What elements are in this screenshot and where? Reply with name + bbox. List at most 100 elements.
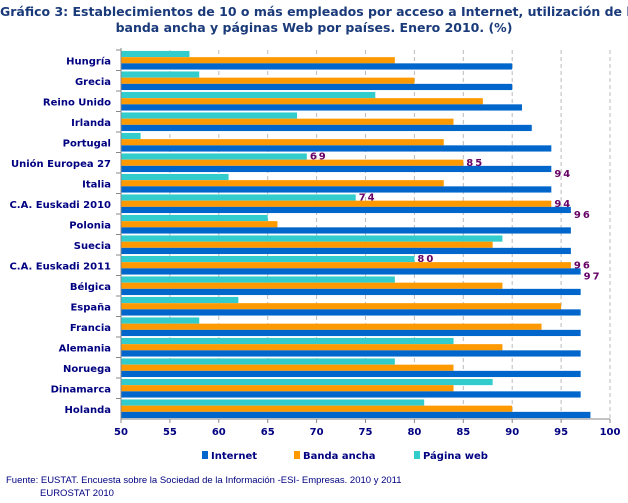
x-tick-label: 80: [407, 427, 421, 438]
bar-internet: [121, 309, 581, 316]
y-category-label: C.A. Euskadi 2010: [9, 200, 111, 211]
y-category-label: Bélgica: [70, 281, 111, 293]
y-category-label: Alemania: [59, 343, 111, 354]
bar-banda-ancha: [121, 57, 395, 64]
legend-label: Página web: [423, 450, 488, 462]
bar-pagina-web: [121, 276, 395, 283]
bar-banda-ancha: [121, 200, 552, 207]
legend-swatch: [294, 451, 300, 459]
bar-pagina-web: [121, 337, 454, 345]
bar-internet: [121, 370, 581, 378]
legend-label: Internet: [211, 451, 257, 462]
y-category-label: Unión Europea 27: [11, 158, 111, 170]
bar-pagina-web: [121, 71, 200, 78]
bar-banda-ancha: [121, 405, 513, 412]
y-category-label: Dinamarca: [51, 384, 111, 395]
source-line-2: EUROSTAT 2010: [40, 488, 114, 499]
y-category-label: Polonia: [69, 220, 111, 231]
x-tick-label: 55: [163, 427, 177, 438]
bar-pagina-web: [121, 255, 415, 263]
data-label: 96: [574, 210, 592, 221]
x-tick-label: 70: [310, 427, 324, 438]
bar-banda-ancha: [121, 323, 542, 330]
bar-pagina-web: [121, 214, 268, 222]
bar-internet: [121, 247, 571, 255]
y-category-label: España: [70, 302, 111, 313]
x-tick-label: 50: [114, 427, 128, 438]
bar-banda-ancha: [121, 241, 493, 248]
source-line-1: Fuente: EUSTAT. Encuesta sobre la Socied…: [6, 475, 402, 486]
bar-banda-ancha: [121, 282, 503, 289]
data-label: 74: [359, 193, 377, 204]
x-tick-label: 65: [261, 427, 275, 438]
bar-internet: [121, 350, 581, 357]
bar-banda-ancha: [121, 262, 571, 269]
bar-internet: [121, 329, 581, 337]
x-tick-label: 75: [359, 427, 373, 438]
bar-internet: [121, 165, 552, 173]
bar-internet: [121, 186, 552, 193]
bar-internet: [121, 206, 571, 214]
bar-internet: [121, 288, 581, 296]
bar-internet: [121, 83, 513, 91]
source-note: Fuente: EUSTAT. Encuesta sobre la Socied…: [6, 474, 402, 500]
bar-banda-ancha: [121, 118, 454, 125]
bar-pagina-web: [121, 173, 229, 181]
bar-internet: [121, 124, 532, 132]
bar-internet: [121, 391, 581, 398]
bar-banda-ancha: [121, 77, 415, 84]
data-label: 69: [310, 152, 328, 163]
bar-pagina-web: [121, 132, 141, 140]
x-tick-label: 85: [456, 427, 470, 438]
y-category-label: Suecia: [74, 241, 111, 252]
bar-banda-ancha: [121, 180, 444, 187]
x-tick-label: 60: [212, 427, 226, 438]
y-category-label: Italia: [82, 179, 111, 190]
bar-pagina-web: [121, 91, 376, 99]
bar-internet: [121, 145, 552, 152]
y-category-label: Portugal: [63, 138, 111, 149]
bar-pagina-web: [121, 194, 356, 201]
data-label: 97: [584, 272, 602, 283]
bar-pagina-web: [121, 235, 503, 242]
y-category-label: Noruega: [63, 364, 111, 375]
bar-banda-ancha: [121, 385, 454, 392]
bar-banda-ancha: [121, 98, 483, 105]
y-category-label: Reino Unido: [43, 97, 111, 108]
y-category-label: Holanda: [65, 405, 111, 416]
x-tick-label: 95: [554, 427, 568, 438]
data-label: 96: [574, 260, 592, 271]
x-tick-label: 100: [600, 427, 621, 438]
bar-banda-ancha: [121, 364, 454, 371]
title-line-1: Gráfico 3: Establecimientos de 10 o más …: [0, 4, 628, 19]
y-category-label: Hungría: [66, 55, 111, 67]
data-label: 80: [417, 254, 435, 265]
chart-title: Gráfico 3: Establecimientos de 10 o más …: [0, 4, 628, 36]
legend-swatch: [202, 451, 208, 459]
bar-pagina-web: [121, 399, 425, 406]
data-label: 94: [554, 199, 572, 210]
bar-pagina-web: [121, 378, 493, 386]
x-tick-label: 90: [505, 427, 519, 438]
bar-banda-ancha: [121, 139, 444, 146]
bar-internet: [121, 268, 581, 275]
bar-pagina-web: [121, 153, 307, 160]
bar-pagina-web: [121, 50, 190, 58]
bar-internet: [121, 411, 591, 419]
bar-pagina-web: [121, 317, 200, 324]
title-line-2: banda ancha y páginas Web por países. En…: [115, 20, 513, 35]
data-label: 94: [554, 169, 572, 180]
bar-pagina-web: [121, 296, 239, 304]
data-label: 85: [466, 158, 484, 169]
legend-label: Banda ancha: [303, 451, 376, 462]
bar-banda-ancha: [121, 303, 562, 310]
bar-pagina-web: [121, 112, 298, 119]
y-category-label: C.A. Euskadi 2011: [9, 261, 111, 272]
y-category-label: Irlanda: [71, 118, 111, 129]
bar-internet: [121, 104, 522, 111]
bar-banda-ancha: [121, 159, 464, 166]
bar-internet: [121, 63, 513, 70]
bar-internet: [121, 227, 571, 234]
bar-banda-ancha: [121, 344, 503, 351]
